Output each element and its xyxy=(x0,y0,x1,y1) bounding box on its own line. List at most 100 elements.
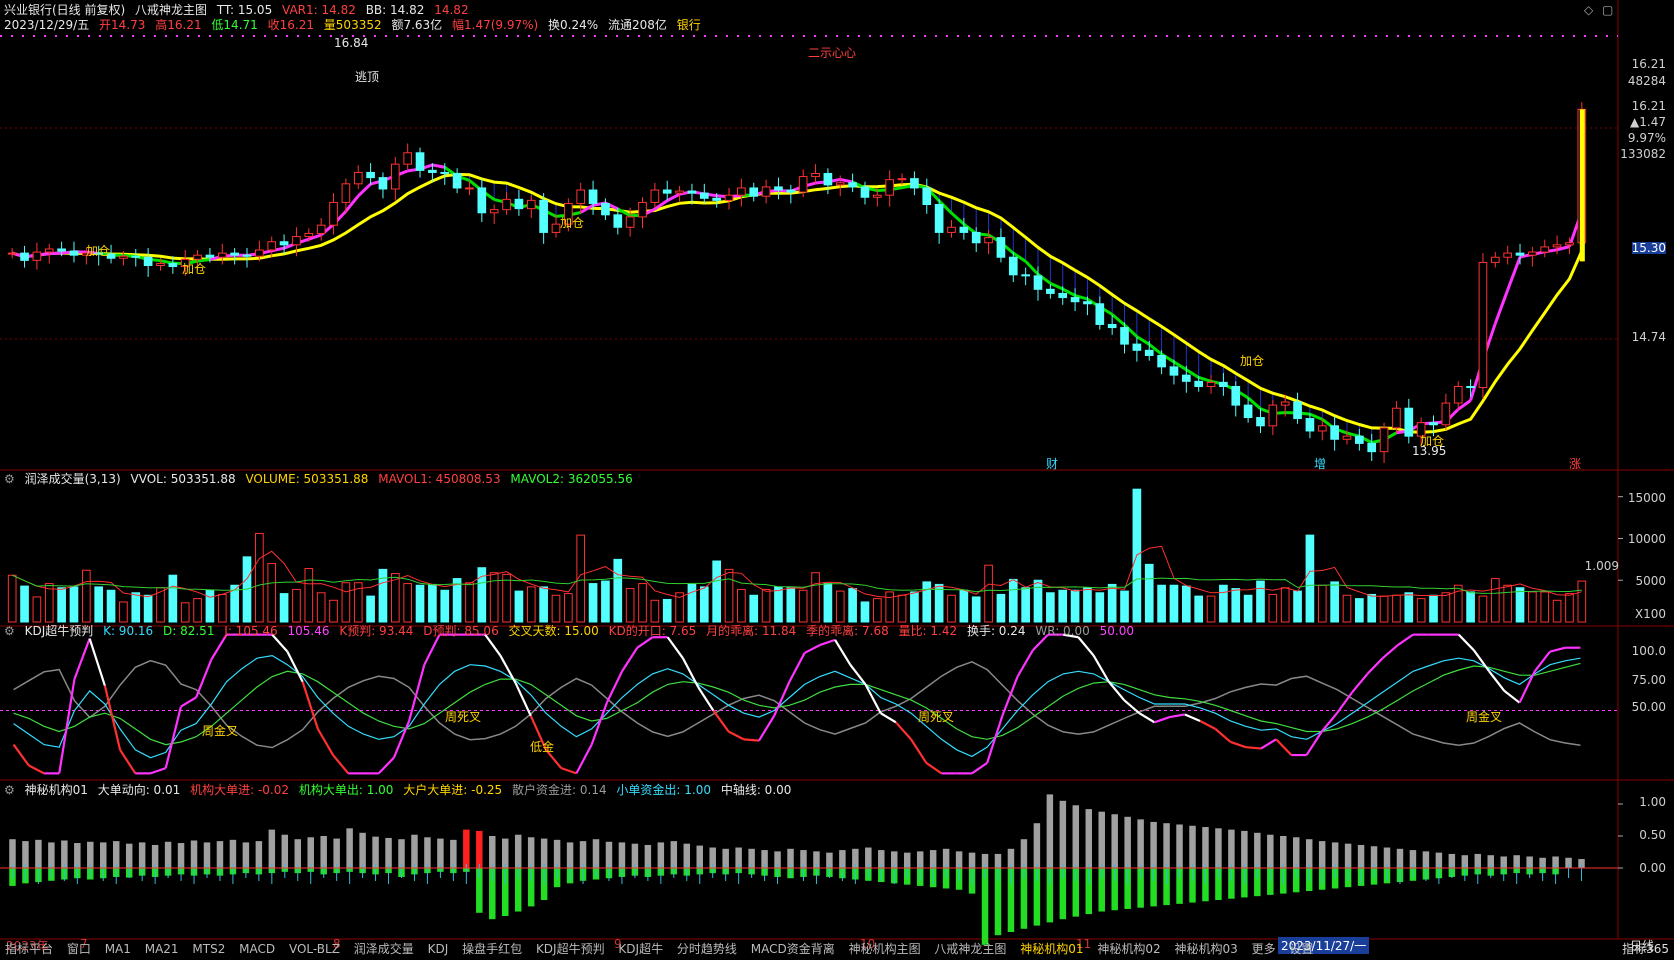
tab-settings[interactable]: 设置 xyxy=(1289,942,1314,956)
fund-up-bar xyxy=(100,842,107,868)
tab-caopan[interactable]: 操盘手红包 xyxy=(462,942,523,956)
tab-macd[interactable]: MACD xyxy=(239,942,276,956)
candle-body xyxy=(1070,297,1080,303)
volume-bar xyxy=(1157,584,1166,623)
candle-body xyxy=(564,202,573,225)
fund-up-bar xyxy=(657,842,665,868)
quote-sector[interactable]: 银行 xyxy=(676,18,701,32)
annotation-low: 13.95 xyxy=(1412,444,1447,458)
tab-mystery-02[interactable]: 神秘机构02 xyxy=(1097,942,1161,956)
volume-bar xyxy=(1008,578,1018,623)
fund-down-bar xyxy=(1331,868,1339,889)
gear-icon[interactable]: ⚙ xyxy=(4,472,15,486)
kdj-val: 50.00 xyxy=(1099,624,1134,638)
candle-body xyxy=(217,252,227,258)
volume-bar xyxy=(947,594,956,623)
ma-fast-line xyxy=(1049,281,1064,291)
candle-body xyxy=(1219,381,1228,388)
kdj-j-line xyxy=(164,706,183,769)
tab-runze-volume[interactable]: 润泽成交量 xyxy=(353,942,414,956)
kdj-j-line xyxy=(1503,690,1521,704)
main-indicator-name[interactable]: 八戒神龙主图 xyxy=(135,3,208,17)
volume-bar xyxy=(69,586,79,623)
tab-mystery-01[interactable]: 神秘机构01 xyxy=(1020,942,1084,956)
ma-fast-line xyxy=(197,258,211,263)
kdj-j-line xyxy=(910,738,928,764)
kdj-j-line xyxy=(1063,633,1079,639)
tab-kdj-predict[interactable]: KDJ超牛预判 xyxy=(535,942,605,956)
volume-bar xyxy=(1392,594,1401,623)
volume-bar xyxy=(774,586,783,623)
tab-trend-line[interactable]: 分时趋势线 xyxy=(676,942,737,956)
timeline-cursor: 2023/11/27/一 xyxy=(1278,937,1370,954)
tab-kdj[interactable]: KDJ xyxy=(427,942,449,956)
fund-up-bar xyxy=(1500,856,1507,868)
ma-fast-line xyxy=(1012,251,1027,263)
timeline-period[interactable]: 日线 xyxy=(1630,939,1655,953)
volume-bar xyxy=(1095,592,1105,623)
candle-body xyxy=(329,201,338,226)
fund-up-bar xyxy=(1059,800,1067,868)
gear-icon[interactable]: ⚙ xyxy=(4,624,15,638)
ma-fast-line xyxy=(1457,399,1472,411)
kdj-j-line xyxy=(12,743,30,767)
volume-bar xyxy=(168,574,178,623)
kdj-j-line xyxy=(119,749,137,774)
stock-title[interactable]: 兴业银行(日线 前复权) xyxy=(4,3,126,17)
fund-up-bar xyxy=(579,841,587,868)
volume-bar xyxy=(1305,534,1315,623)
tab-more[interactable]: 更多 xyxy=(1251,942,1276,956)
candle-body xyxy=(1441,402,1451,426)
tab-ma21[interactable]: MA21 xyxy=(144,942,179,956)
tab-mystery-main[interactable]: 神秘机构主图 xyxy=(848,942,921,956)
gear-icon[interactable]: ⚙ xyxy=(4,783,15,797)
volume-bar xyxy=(835,590,845,623)
volume-bar xyxy=(180,602,190,623)
fund-up-bar xyxy=(644,844,652,868)
candle-body xyxy=(1268,404,1278,427)
kdj-j-line xyxy=(971,762,988,775)
window-restore-icon[interactable]: ▢ xyxy=(1602,3,1614,17)
tab-ma1[interactable]: MA1 xyxy=(104,942,131,956)
quote-low: 低14.71 xyxy=(211,18,258,32)
fund-up-bar xyxy=(605,841,613,868)
tab-window[interactable]: 窗口 xyxy=(66,942,91,956)
volume-indicator-name[interactable]: 润泽成交量(3,13) xyxy=(24,472,121,486)
tab-bajie-main[interactable]: 八戒神龙主图 xyxy=(934,942,1007,956)
kdj-j-line xyxy=(1366,657,1384,675)
fund-inst-out: 机构大单出: 1.00 xyxy=(298,783,394,797)
fund-up-bar xyxy=(566,842,574,868)
candle-body xyxy=(477,187,487,214)
volume-bar xyxy=(316,592,326,623)
volume-bar xyxy=(489,572,499,623)
candle-body xyxy=(1231,386,1241,406)
volume-bar xyxy=(737,588,746,623)
fund-indicator-name[interactable]: 神秘机构01 xyxy=(24,783,88,797)
fund-up-bar xyxy=(359,832,366,868)
tab-mts2[interactable]: MTS2 xyxy=(192,942,226,956)
tab-vol-blz[interactable]: VOL-BLZ xyxy=(288,942,340,956)
candle-body xyxy=(650,189,660,203)
fund-up-bar xyxy=(553,839,561,868)
kdj-indicator-name[interactable]: KDJ超牛预判 xyxy=(24,624,94,638)
mavol2-value: MAVOL2: 362055.56 xyxy=(510,472,633,486)
kdj-wr-line xyxy=(13,659,1581,749)
candle-body xyxy=(1293,401,1302,420)
diamond-icon[interactable]: ◇ xyxy=(1584,3,1594,17)
candle-body xyxy=(106,253,116,259)
volume-bar xyxy=(193,598,202,623)
tab-kdj-super[interactable]: KDJ超牛 xyxy=(618,942,664,956)
kdj-j-line xyxy=(1260,738,1277,750)
tab-indicator-platform[interactable]: 指标平台 xyxy=(5,942,54,956)
fund-up-bar xyxy=(1292,837,1300,868)
volume-bar xyxy=(1379,595,1389,623)
quote-high: 高16.21 xyxy=(155,18,202,32)
tab-mystery-03[interactable]: 神秘机构03 xyxy=(1174,942,1238,956)
fund-up-bar xyxy=(203,842,211,868)
kdj-j-line xyxy=(423,634,441,666)
tab-macd-fund[interactable]: MACD资金背离 xyxy=(750,942,835,956)
candle-body xyxy=(675,190,684,194)
annotation-sell: 逃顶 xyxy=(355,70,380,84)
ma-fast-line xyxy=(1185,368,1200,379)
